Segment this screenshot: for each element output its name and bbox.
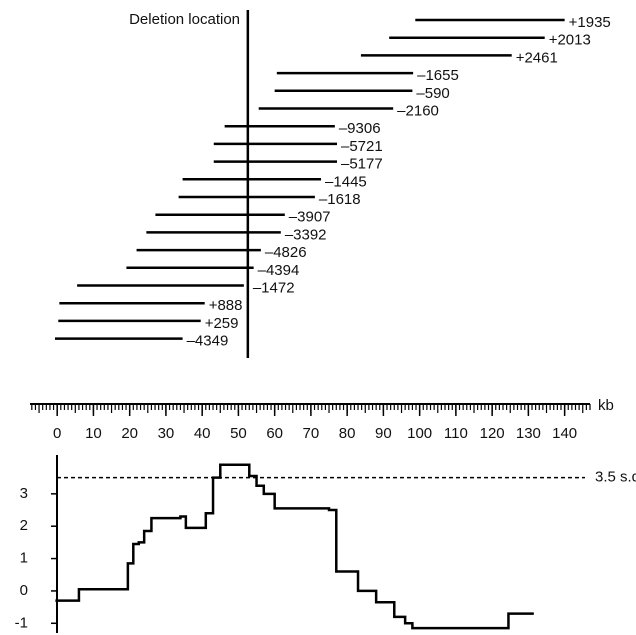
deletion-label: +2461 [516,49,558,66]
x-tick-label: 70 [303,425,320,442]
y-tick-label: 2 [20,517,28,534]
data-line [55,463,534,630]
x-tick-label: 100 [407,425,432,442]
deletion-label: +888 [209,297,243,314]
deletion-label: –1445 [325,173,367,190]
x-tick-label: 40 [194,425,211,442]
y-tick-label: -1 [15,614,28,631]
y-tick-label: 0 [20,582,28,599]
deletion-label: –9306 [339,120,381,137]
deletion-label: –4349 [187,333,229,350]
deletion-label: –5721 [341,138,383,155]
x-tick-label: 20 [121,425,138,442]
deletion-label: –4826 [265,244,307,261]
deletion-label: –1618 [319,191,361,208]
deletion-label: –1472 [253,279,295,296]
deletion-label: –4394 [258,262,300,279]
deletion-label: –1655 [417,67,459,84]
x-tick-label: 140 [552,425,577,442]
x-tick-label: 30 [158,425,175,442]
reference-label: Deletion location [129,11,240,28]
x-tick-label: 80 [339,425,356,442]
y-tick-label: 3 [20,485,28,502]
x-tick-label: 50 [230,425,247,442]
deletion-label: –3392 [285,226,327,243]
deletion-label: –2160 [397,102,439,119]
deletion-label: –3907 [289,209,331,226]
threshold-label: 3.5 s.d. [595,469,636,486]
deletion-label: –590 [416,85,449,102]
x-tick-label: 120 [480,425,505,442]
deletion-label: +1935 [569,14,611,31]
y-tick-label: 1 [20,550,28,567]
x-axis-label: kb [598,397,614,414]
x-tick-label: 90 [375,425,392,442]
x-tick-label: 0 [53,425,61,442]
x-tick-label: 60 [266,425,283,442]
x-tick-label: 130 [516,425,541,442]
deletion-label: +259 [205,315,239,332]
x-tick-label: 110 [444,425,468,442]
x-tick-label: 10 [85,425,102,442]
deletion-label: +2013 [549,32,591,49]
deletion-label: –5177 [341,156,383,173]
